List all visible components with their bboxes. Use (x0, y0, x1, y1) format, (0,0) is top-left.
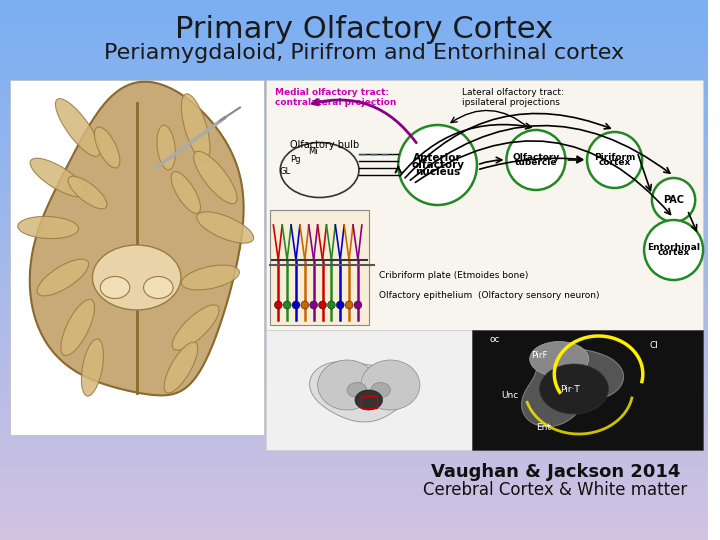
Text: cortex: cortex (657, 248, 690, 258)
Circle shape (644, 220, 703, 280)
Ellipse shape (164, 342, 198, 393)
Ellipse shape (172, 305, 219, 350)
Bar (266, 80, 703, 330)
Text: Anterior: Anterior (413, 153, 462, 163)
Text: Entorhinal: Entorhinal (647, 242, 700, 252)
Ellipse shape (194, 151, 237, 204)
Ellipse shape (92, 245, 181, 310)
Text: Lateral olfactory tract:
ipsilateral projections: Lateral olfactory tract: ipsilateral pro… (462, 88, 564, 107)
Ellipse shape (181, 265, 239, 290)
Ellipse shape (143, 276, 173, 299)
Text: Periamygdaloid, Pirifrom and Entorhinal cortex: Periamygdaloid, Pirifrom and Entorhinal … (104, 43, 624, 63)
Circle shape (328, 301, 336, 309)
Ellipse shape (347, 382, 366, 397)
Ellipse shape (181, 94, 210, 161)
Text: Ent: Ent (536, 423, 551, 433)
Ellipse shape (37, 259, 89, 296)
Ellipse shape (361, 360, 420, 410)
Text: Primary Olfactory Cortex: Primary Olfactory Cortex (175, 16, 553, 44)
Text: Olfactory: Olfactory (513, 153, 559, 161)
Circle shape (354, 301, 362, 309)
Text: Mi: Mi (308, 147, 318, 157)
Ellipse shape (355, 390, 382, 410)
Ellipse shape (530, 341, 589, 376)
Text: Cribriform plate (Etmoides bone): Cribriform plate (Etmoides bone) (379, 271, 528, 280)
Ellipse shape (61, 299, 94, 356)
Circle shape (274, 301, 282, 309)
Text: olfactory: olfactory (411, 160, 464, 170)
Text: Piriform: Piriform (594, 153, 635, 161)
Text: nucleus: nucleus (415, 167, 460, 177)
Ellipse shape (94, 127, 120, 168)
Circle shape (283, 301, 291, 309)
Circle shape (336, 301, 344, 309)
Circle shape (301, 301, 309, 309)
Ellipse shape (30, 158, 86, 197)
Ellipse shape (100, 276, 130, 299)
Text: Unc: Unc (502, 392, 518, 401)
Polygon shape (310, 361, 417, 422)
Ellipse shape (68, 176, 107, 209)
Text: Pg: Pg (289, 156, 300, 165)
Text: Cl: Cl (649, 341, 658, 349)
Text: Cerebral Cortex & White matter: Cerebral Cortex & White matter (423, 481, 688, 499)
Text: PirF: PirF (531, 350, 548, 360)
Ellipse shape (371, 382, 390, 397)
Text: PAC: PAC (663, 195, 684, 205)
Text: Olfactory epithelium  (Olfactory sensory neuron): Olfactory epithelium (Olfactory sensory … (379, 291, 599, 300)
Ellipse shape (318, 360, 377, 410)
Text: tubercle: tubercle (515, 158, 557, 167)
Circle shape (398, 125, 477, 205)
Ellipse shape (157, 125, 176, 170)
Ellipse shape (81, 339, 104, 396)
Circle shape (345, 301, 353, 309)
Ellipse shape (539, 364, 608, 414)
Ellipse shape (55, 99, 100, 157)
Circle shape (652, 178, 696, 222)
Bar (271, 210, 369, 325)
Circle shape (506, 130, 565, 190)
Ellipse shape (280, 143, 359, 198)
Bar (10, 80, 264, 435)
Ellipse shape (197, 212, 253, 243)
Text: cortex: cortex (598, 158, 631, 167)
Text: Olfactory bulb: Olfactory bulb (290, 140, 359, 150)
Text: oc: oc (490, 335, 500, 345)
Circle shape (587, 132, 642, 188)
Polygon shape (522, 348, 624, 427)
Text: Medial olfactory tract:
contralateral projection: Medial olfactory tract: contralateral pr… (275, 88, 397, 107)
Circle shape (319, 301, 326, 309)
Bar (361, 396, 377, 408)
Text: Pir·T: Pir·T (560, 386, 580, 395)
Bar (266, 330, 472, 450)
Ellipse shape (18, 217, 78, 239)
Ellipse shape (171, 172, 200, 213)
Circle shape (292, 301, 300, 309)
Text: GL: GL (279, 167, 291, 177)
Text: Vaughan & Jackson 2014: Vaughan & Jackson 2014 (431, 463, 680, 481)
Bar (472, 330, 703, 450)
Polygon shape (30, 82, 243, 395)
Circle shape (310, 301, 318, 309)
